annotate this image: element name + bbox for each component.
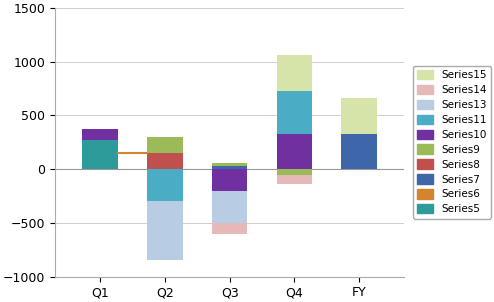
Bar xyxy=(277,175,312,184)
Bar xyxy=(212,169,247,191)
Bar xyxy=(341,133,377,169)
Bar xyxy=(212,191,247,223)
Bar xyxy=(82,140,118,169)
Bar xyxy=(212,166,247,169)
Bar xyxy=(147,169,183,201)
Bar xyxy=(277,169,312,175)
Bar xyxy=(277,91,312,133)
Bar xyxy=(277,133,312,169)
Bar xyxy=(147,201,183,260)
Bar xyxy=(147,137,183,153)
Legend: Series15, Series14, Series13, Series11, Series10, Series9, Series8, Series7, Ser: Series15, Series14, Series13, Series11, … xyxy=(413,66,491,219)
Bar xyxy=(82,129,118,140)
Bar xyxy=(212,223,247,233)
Bar xyxy=(341,98,377,133)
Bar xyxy=(147,153,183,169)
Bar xyxy=(277,55,312,91)
Bar xyxy=(212,162,247,166)
